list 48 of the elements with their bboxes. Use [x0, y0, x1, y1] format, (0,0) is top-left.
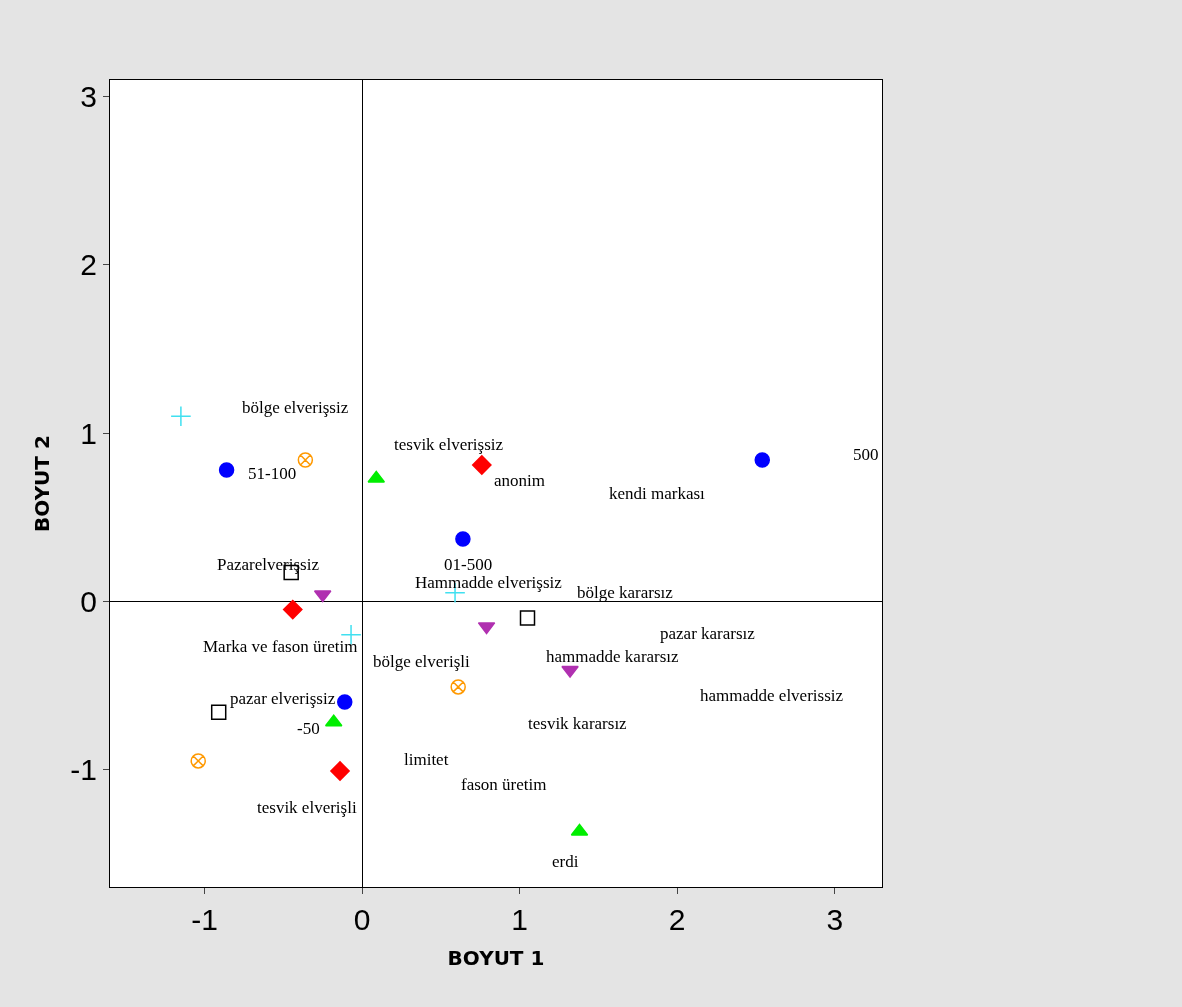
point	[450, 679, 466, 695]
annotation: pazar kararsız	[660, 624, 756, 643]
y-tick-label: 2	[80, 248, 97, 282]
annotation: tesvik elverişsiz	[394, 435, 504, 454]
y-tick-label: 3	[80, 80, 97, 114]
annotation: Hammadde elverişsiz	[415, 573, 563, 592]
point	[282, 599, 303, 620]
annotation: erdi	[552, 852, 579, 871]
point	[297, 452, 314, 468]
annotation: 01-500	[444, 555, 493, 574]
annotation: Pazarelverişsiz	[217, 555, 320, 574]
y-tick-label: 0	[80, 584, 97, 618]
annotation: bölge elverişsiz	[242, 398, 349, 417]
x-tick-label: 0	[353, 903, 371, 936]
point	[337, 694, 353, 710]
x-axis-title: BOYUT 1	[447, 945, 545, 970]
annotation: -50	[297, 719, 320, 738]
annotation: limitet	[404, 750, 449, 769]
x-tick-label: -1	[191, 903, 218, 936]
annotation: pazar elverişsiz	[230, 689, 336, 708]
point	[754, 452, 771, 468]
point	[190, 753, 206, 769]
y-tick-label: -1	[70, 752, 97, 786]
annotation: bölge elverişli	[373, 652, 471, 671]
y-axis-title: BOYUT 2	[29, 435, 54, 532]
annotation: hammadde elverissiz	[700, 686, 844, 705]
x-tick-label: 1	[511, 903, 528, 936]
annotation: fason üretim	[461, 775, 547, 794]
annotation: hammadde kararsız	[546, 647, 680, 666]
point	[471, 455, 492, 475]
point	[210, 704, 227, 720]
annotation: bölge kararsız	[577, 583, 674, 602]
x-tick-label: 3	[826, 903, 844, 936]
annotation: kendi markası	[609, 484, 706, 503]
y-tick-label: 1	[80, 416, 97, 450]
point	[561, 665, 579, 678]
annotation: 51-100	[248, 464, 297, 483]
point	[218, 462, 235, 478]
point	[519, 610, 536, 626]
x-tick-label: 2	[668, 903, 686, 936]
annotation: tesvik elverişli	[257, 798, 357, 817]
annotation: Marka ve fason üretim	[203, 637, 358, 656]
annotation: tesvik kararsız	[528, 714, 628, 733]
point	[455, 531, 471, 547]
point	[170, 405, 192, 427]
annotation: anonim	[494, 471, 545, 490]
point	[330, 761, 350, 781]
annotation: 500	[853, 445, 879, 464]
